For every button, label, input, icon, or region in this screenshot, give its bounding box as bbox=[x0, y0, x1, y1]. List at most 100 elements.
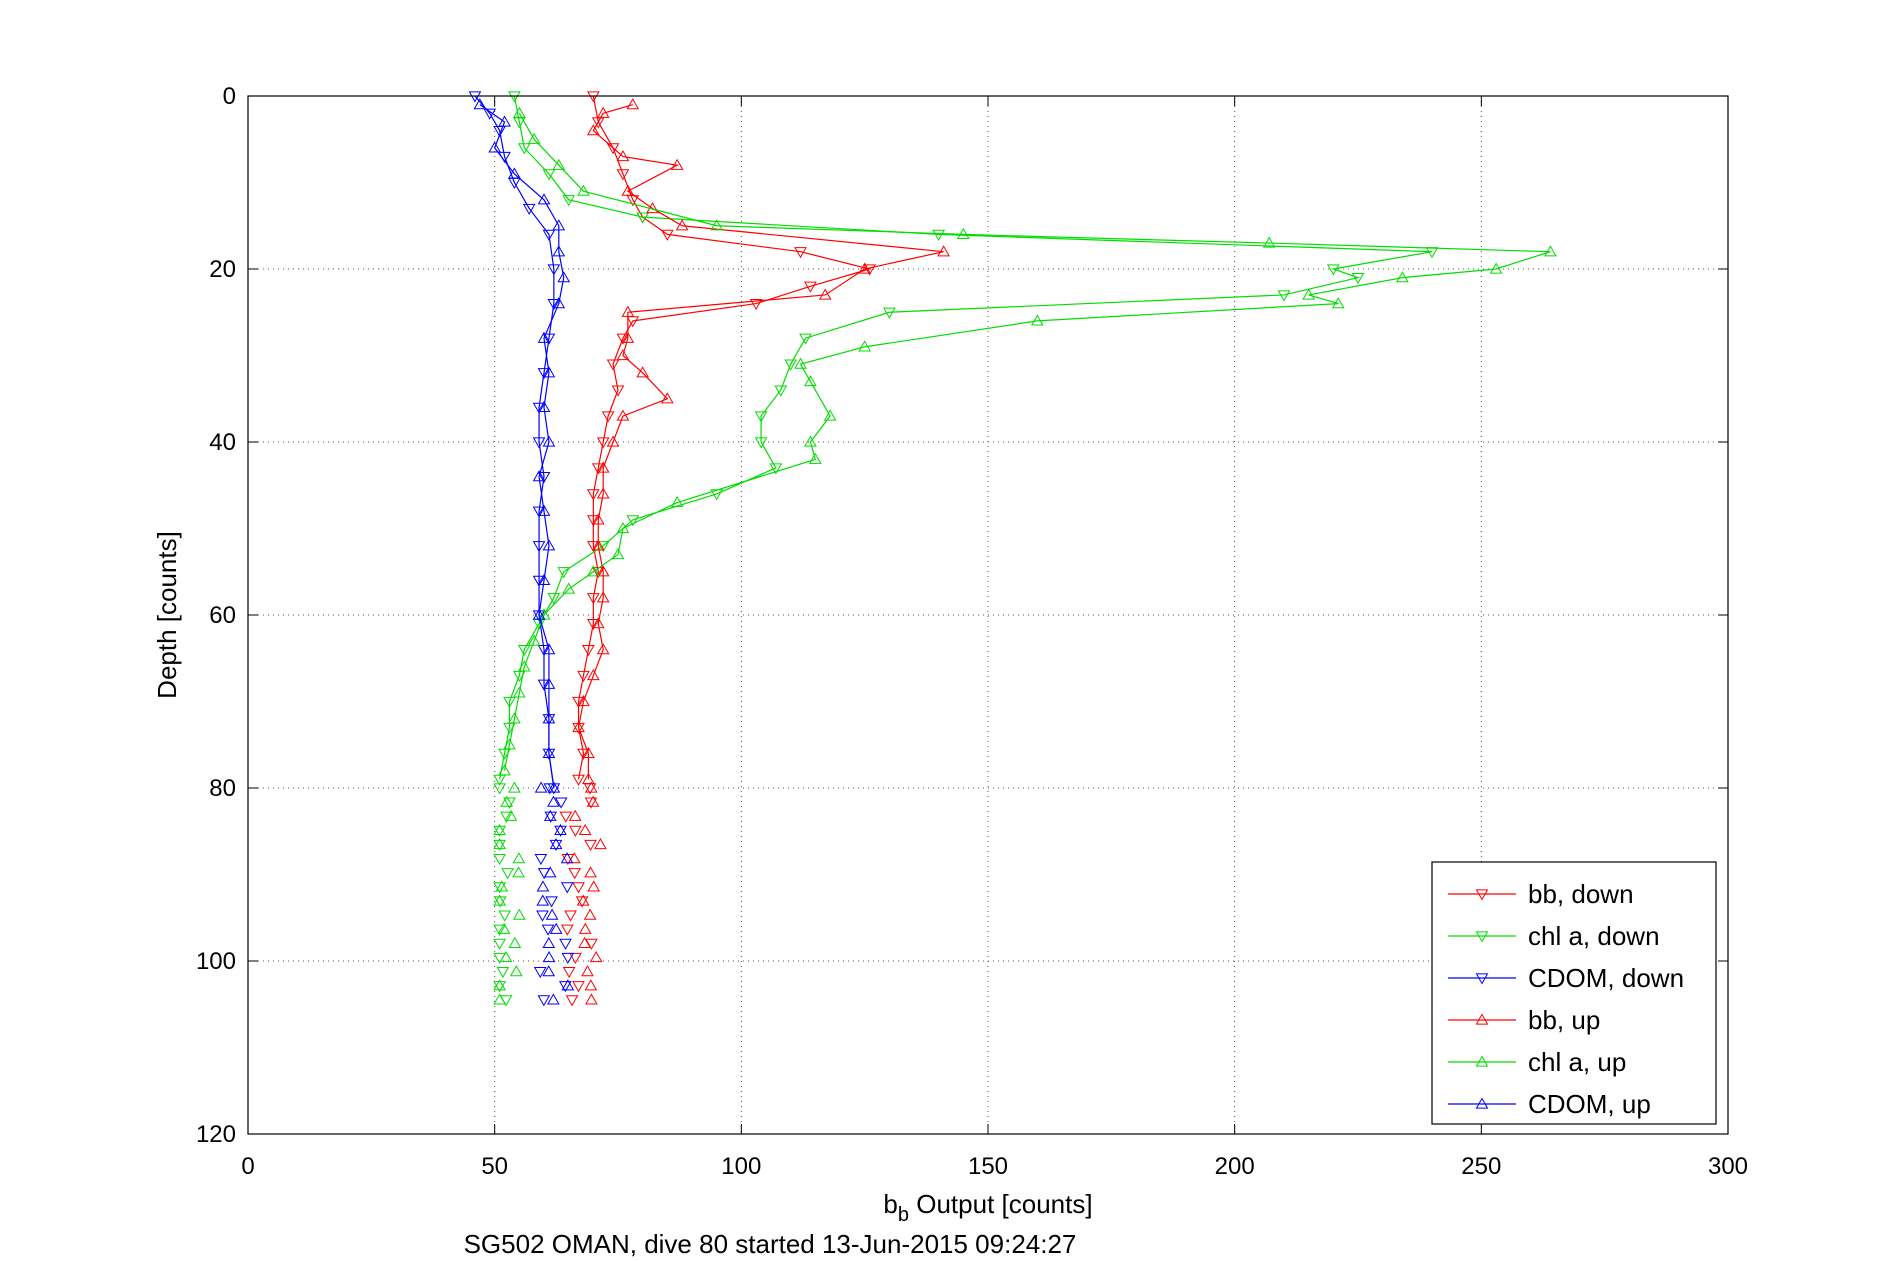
data-point bbox=[508, 712, 521, 724]
x-tick-label: 100 bbox=[721, 1153, 761, 1180]
data-point bbox=[547, 593, 561, 605]
data-point bbox=[584, 839, 597, 852]
data-point bbox=[585, 993, 598, 1005]
data-point bbox=[804, 281, 817, 293]
data-point bbox=[621, 331, 635, 343]
data-point bbox=[586, 619, 600, 631]
data-point bbox=[537, 368, 551, 380]
x-tick-label: 250 bbox=[1461, 1153, 1501, 1180]
data-point bbox=[710, 219, 724, 231]
legend-entry: chl a, down bbox=[1448, 921, 1660, 951]
data-point bbox=[473, 98, 487, 110]
data-point bbox=[596, 591, 610, 603]
data-point bbox=[493, 981, 506, 993]
data-point bbox=[586, 593, 600, 605]
data-point bbox=[596, 461, 610, 473]
y-tick-label: 80 bbox=[209, 775, 236, 802]
y-tick-label: 60 bbox=[209, 602, 236, 629]
legend-label: chl a, up bbox=[1528, 1047, 1626, 1077]
data-point bbox=[533, 967, 547, 979]
data-point bbox=[534, 781, 548, 793]
y-tick-label: 120 bbox=[196, 1121, 236, 1148]
data-point bbox=[1351, 273, 1365, 285]
data-point bbox=[596, 565, 610, 577]
data-point bbox=[594, 838, 607, 850]
data-point bbox=[500, 811, 513, 823]
data-point bbox=[527, 132, 541, 144]
data-point bbox=[568, 809, 582, 821]
data-point bbox=[542, 643, 556, 655]
data-point bbox=[503, 797, 516, 809]
data-point bbox=[1302, 288, 1316, 300]
data-point bbox=[670, 496, 684, 508]
data-point bbox=[495, 880, 509, 892]
data-point bbox=[545, 908, 559, 920]
series-layer bbox=[468, 91, 1557, 1007]
data-point bbox=[572, 774, 585, 786]
data-point bbox=[543, 783, 557, 795]
data-point bbox=[1544, 245, 1557, 257]
data-point bbox=[559, 938, 572, 950]
data-point bbox=[572, 722, 585, 734]
series-line bbox=[503, 113, 1551, 771]
data-point bbox=[584, 979, 598, 991]
data-point bbox=[576, 894, 590, 906]
data-point bbox=[578, 936, 591, 949]
data-point bbox=[512, 852, 526, 864]
data-point bbox=[508, 936, 522, 949]
data-point bbox=[572, 720, 585, 733]
legend-marker bbox=[1475, 931, 1489, 943]
x-axis-label-rest: Output [counts] bbox=[909, 1189, 1093, 1219]
data-point bbox=[578, 823, 592, 836]
x-axis-label-subscript: b bbox=[898, 1204, 909, 1226]
data-point bbox=[660, 392, 674, 404]
legend: bb, down chl a, down CDOM, down bb, up chl a… bbox=[1431, 861, 1717, 1125]
data-point bbox=[542, 229, 556, 241]
data-point bbox=[582, 772, 595, 784]
data-point bbox=[493, 993, 506, 1005]
data-point bbox=[532, 575, 546, 587]
y-tick-label: 0 bbox=[223, 83, 236, 110]
data-point bbox=[549, 922, 563, 934]
data-point bbox=[537, 331, 551, 343]
data-point bbox=[582, 644, 595, 657]
data-point bbox=[559, 811, 573, 823]
data-point bbox=[509, 965, 523, 977]
data-point bbox=[536, 894, 550, 906]
data-point bbox=[804, 374, 817, 387]
data-point bbox=[512, 106, 526, 118]
legend-label: bb, down bbox=[1528, 879, 1634, 909]
data-point bbox=[567, 852, 581, 864]
data-point bbox=[591, 513, 605, 525]
data-point bbox=[591, 617, 605, 629]
data-point bbox=[626, 515, 640, 527]
data-point bbox=[858, 262, 872, 274]
legend-entry: CDOM, down bbox=[1448, 963, 1684, 993]
data-point bbox=[754, 411, 768, 423]
data-point bbox=[512, 866, 525, 878]
data-point bbox=[581, 965, 594, 977]
data-point bbox=[636, 212, 650, 224]
data-point bbox=[552, 219, 566, 231]
data-point bbox=[586, 669, 600, 681]
data-point bbox=[584, 797, 598, 809]
data-point bbox=[527, 634, 541, 646]
x-axis-ticks: 0 50 100 150 200 250 300 bbox=[241, 96, 1748, 1180]
data-point bbox=[493, 783, 506, 795]
data-point bbox=[488, 141, 502, 153]
data-point bbox=[549, 839, 563, 852]
data-point bbox=[578, 922, 592, 934]
data-point bbox=[562, 195, 576, 207]
data-point bbox=[616, 169, 630, 181]
series-line bbox=[577, 104, 944, 780]
data-point bbox=[577, 670, 590, 683]
data-point bbox=[496, 967, 510, 979]
x-tick-label: 300 bbox=[1708, 1153, 1748, 1180]
data-point bbox=[503, 696, 516, 709]
data-point bbox=[493, 838, 506, 850]
data-point bbox=[586, 489, 600, 501]
data-point bbox=[616, 521, 630, 534]
data-point bbox=[562, 967, 576, 979]
data-point bbox=[542, 712, 556, 724]
data-point bbox=[572, 981, 585, 993]
